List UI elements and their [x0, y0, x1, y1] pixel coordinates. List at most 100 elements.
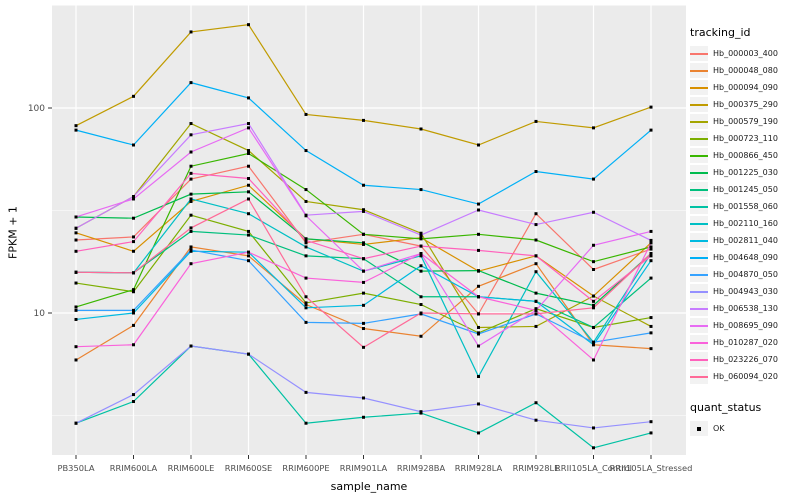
- data-point: [419, 295, 423, 299]
- legend-key-swatch: [690, 63, 708, 78]
- data-point: [304, 303, 308, 307]
- data-point: [592, 340, 595, 344]
- legend-line-icon: [690, 222, 708, 225]
- data-point: [592, 243, 595, 247]
- data-point: [477, 143, 480, 147]
- legend-line-icon: [690, 103, 708, 106]
- data-point: [592, 306, 595, 310]
- major-gridlines: [52, 107, 686, 314]
- legend-item: Hb_008695_090: [690, 317, 798, 334]
- x-tick-label: RRIM600LE: [168, 463, 215, 473]
- data-point: [247, 183, 250, 187]
- legend-key-swatch: [690, 114, 708, 129]
- legend-key-swatch: [690, 369, 708, 384]
- legend-item-label: Hb_001558_060: [713, 202, 778, 211]
- data-point: [534, 308, 538, 312]
- legend-line-icon: [690, 324, 708, 327]
- y-axis-title: FPKM + 1: [6, 206, 20, 259]
- data-point: [534, 401, 538, 405]
- legend-item: Hb_060094_020: [690, 368, 798, 385]
- data-point: [189, 81, 193, 85]
- data-point: [534, 307, 538, 311]
- data-point: [419, 244, 423, 248]
- data-point: [74, 270, 78, 274]
- data-point: [362, 321, 365, 325]
- ok-point-key: [690, 421, 708, 436]
- legend-key-swatch: [690, 80, 708, 95]
- data-points-Hb_000866_450: [74, 151, 653, 309]
- legend-item: Hb_000375_290: [690, 96, 798, 113]
- data-point: [132, 308, 135, 312]
- data-points-Hb_060094_020: [74, 197, 653, 349]
- legend-item: Hb_002811_040: [690, 232, 798, 249]
- legend-title-tracking-id: tracking_id: [690, 26, 751, 39]
- data-point: [477, 402, 480, 406]
- minor-gridlines: [52, 5, 686, 416]
- data-point: [74, 281, 78, 285]
- data-point: [132, 311, 135, 315]
- data-point: [419, 254, 423, 258]
- data-point: [132, 343, 135, 347]
- legend-line-icon: [690, 239, 708, 242]
- data-point: [74, 421, 78, 425]
- data-point: [247, 96, 250, 100]
- data-point: [247, 126, 250, 130]
- data-point: [132, 400, 135, 404]
- data-point: [649, 431, 653, 435]
- data-point: [362, 291, 365, 295]
- data-point: [362, 208, 365, 212]
- data-point: [362, 415, 365, 419]
- data-point: [247, 149, 250, 153]
- data-point: [419, 410, 423, 414]
- data-point: [304, 295, 308, 299]
- data-point: [189, 248, 193, 252]
- legend-item-label: Hb_002110_160: [713, 219, 778, 228]
- x-tick-label: RRII105LA_Control: [555, 463, 632, 473]
- data-point: [534, 262, 538, 266]
- data-point: [189, 229, 193, 233]
- data-point: [477, 208, 480, 212]
- data-point: [419, 264, 423, 268]
- legend-item-label: Hb_001225_030: [713, 168, 778, 177]
- data-point: [362, 303, 365, 307]
- data-point: [74, 238, 78, 242]
- legend-line-icon: [690, 358, 708, 361]
- legend-item-label: Hb_000866_450: [713, 151, 778, 160]
- data-point: [247, 164, 250, 168]
- legend-item: Hb_010287_020: [690, 334, 798, 351]
- panel-background: [52, 5, 686, 455]
- data-point: [189, 122, 193, 126]
- data-point: [477, 269, 480, 273]
- data-point: [132, 195, 135, 199]
- data-point: [247, 151, 250, 155]
- data-point: [189, 133, 193, 137]
- legend-item-label: Hb_060094_020: [713, 372, 778, 381]
- data-point: [304, 112, 308, 116]
- legend-line-icon: [690, 69, 708, 72]
- data-point: [74, 305, 78, 309]
- data-point: [362, 269, 365, 273]
- data-point: [534, 223, 538, 227]
- legend-item-label: Hb_000723_110: [713, 134, 778, 143]
- legend-key-swatch: [690, 284, 708, 299]
- legend-item-label: Hb_004870_050: [713, 270, 778, 279]
- data-point: [74, 226, 78, 230]
- legend-line-icon: [690, 52, 708, 55]
- data-point: [304, 320, 308, 324]
- legend-key-swatch: [690, 165, 708, 180]
- data-point: [189, 171, 193, 175]
- data-point: [592, 268, 595, 272]
- data-points-Hb_004648_090: [74, 81, 653, 206]
- data-point: [477, 248, 480, 252]
- data-point: [649, 247, 653, 251]
- legend-key-swatch: [690, 216, 708, 231]
- data-points-Hb_023226_070: [74, 171, 653, 303]
- data-point: [132, 197, 135, 201]
- data-point: [74, 124, 78, 128]
- data-point: [534, 270, 538, 274]
- data-point: [649, 316, 653, 320]
- data-point: [247, 259, 250, 263]
- legend-item-label: Hb_000048_080: [713, 66, 778, 75]
- legend-item-label: Hb_004648_090: [713, 253, 778, 262]
- data-point: [189, 344, 193, 348]
